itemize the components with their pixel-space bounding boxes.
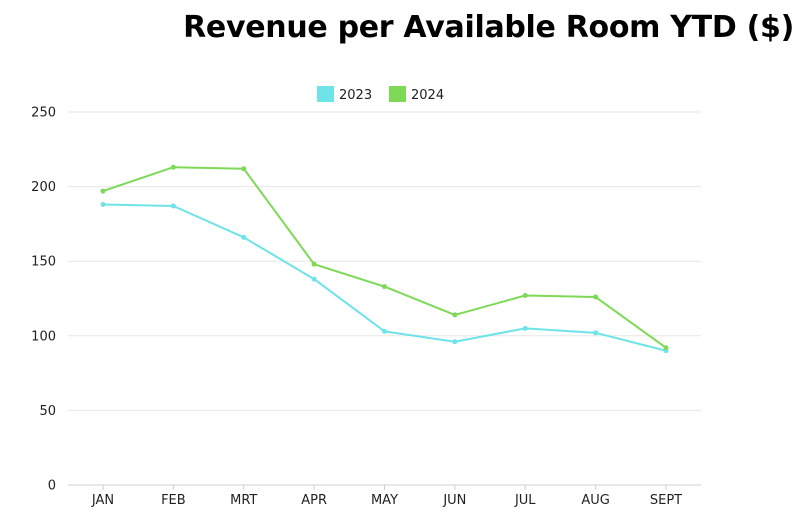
y-tick-label: 100 <box>31 329 56 344</box>
legend-swatch-2024 <box>389 86 406 102</box>
data-point-2023 <box>100 202 106 208</box>
chart-title: Revenue per Available Room YTD ($) <box>183 10 794 45</box>
data-point-2024 <box>452 312 458 318</box>
data-point-2023 <box>593 330 599 336</box>
x-tick-label: FEB <box>161 493 186 508</box>
y-tick-label: 200 <box>31 180 56 195</box>
data-point-2023 <box>241 234 247 240</box>
x-tick-label: MRT <box>230 493 257 508</box>
series-line-2024 <box>102 166 667 349</box>
data-point-2023 <box>522 325 528 331</box>
series-group <box>100 164 669 354</box>
data-point-2023 <box>452 339 458 345</box>
data-point-2023 <box>170 203 176 209</box>
legend-swatch-2023 <box>317 86 334 102</box>
grid-lines <box>68 111 701 411</box>
data-point-2023 <box>382 328 387 334</box>
data-point-2024 <box>311 261 317 267</box>
legend-label-2023: 2023 <box>339 88 372 103</box>
data-point-2024 <box>170 164 176 170</box>
x-tick-label: AUG <box>581 493 609 508</box>
data-point-2024 <box>241 166 247 172</box>
y-tick-label: 50 <box>39 404 56 419</box>
legend-label-2024: 2024 <box>411 88 444 103</box>
x-tick-label: JAN <box>91 493 114 508</box>
data-point-2024 <box>100 188 106 194</box>
series-line-2023 <box>102 203 667 352</box>
y-tick-label: 0 <box>48 479 56 494</box>
x-axis: JAN FEB MRT APR MAY JUN JUL AUG SEPT <box>68 484 701 508</box>
x-tick-label: SEPT <box>650 493 682 508</box>
legend: 2023 2024 <box>317 86 444 103</box>
x-tick-label: APR <box>301 493 327 508</box>
data-point-2024 <box>382 284 387 290</box>
y-axis: 0 50 100 150 200 250 <box>31 106 56 494</box>
data-point-2024 <box>663 345 669 351</box>
x-tick-label: JUL <box>514 493 536 508</box>
data-point-2024 <box>522 293 528 299</box>
x-tick-label: JUN <box>442 493 466 508</box>
data-point-2024 <box>593 294 599 300</box>
y-tick-label: 250 <box>31 106 56 121</box>
x-tick-label: MAY <box>371 493 398 508</box>
y-tick-label: 150 <box>31 255 56 270</box>
data-point-2023 <box>311 276 317 282</box>
